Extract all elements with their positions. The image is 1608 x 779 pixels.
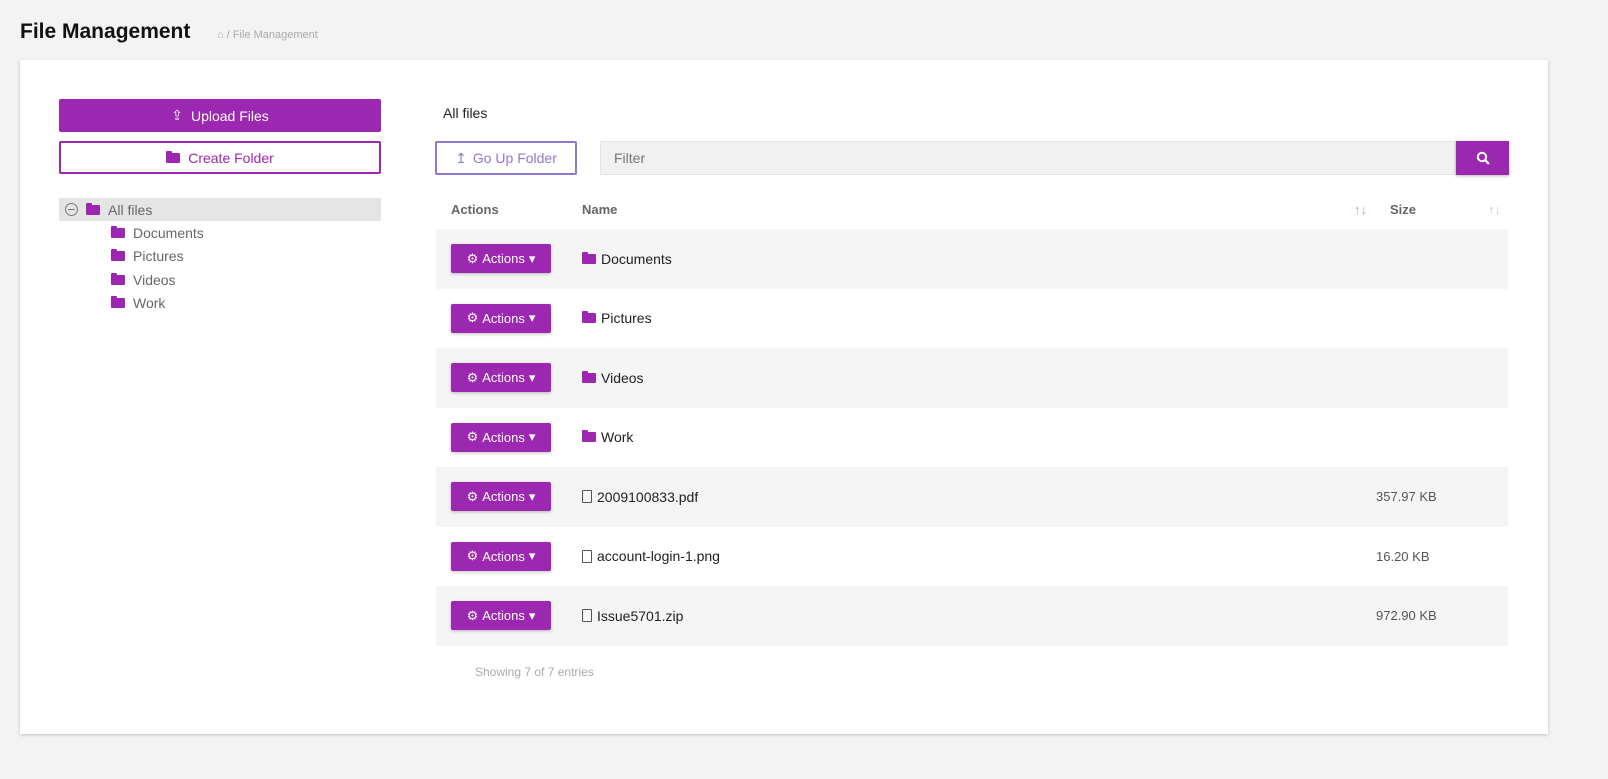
table-row: ⚙ Actions ▾ Pictures	[436, 289, 1508, 349]
upload-files-button[interactable]: ⇪ Upload Files	[59, 99, 381, 132]
file-size: 16.20 KB	[1376, 548, 1430, 564]
caret-down-icon: ▾	[528, 548, 536, 564]
upload-icon: ⇪	[171, 107, 183, 123]
caret-down-icon: ▾	[528, 369, 536, 385]
file-icon	[582, 549, 592, 563]
actions-dropdown-button[interactable]: ⚙ Actions ▾	[451, 244, 551, 274]
search-button[interactable]	[1456, 141, 1509, 175]
folder-icon	[111, 249, 125, 262]
file-table: ⚙ Actions ▾ Documents ⚙ Actions ▾ Pictures ⚙ Acti…	[436, 229, 1508, 646]
file-name[interactable]: Documents	[582, 251, 672, 267]
gear-icon: ⚙	[466, 369, 479, 385]
folder-icon	[111, 272, 125, 285]
file-manager-card: ⇪ Upload Files Create Folder All files Do…	[20, 60, 1548, 734]
search-icon	[1476, 151, 1490, 165]
table-header: Actions Name ↑↓ Size ↑↓	[436, 200, 1508, 228]
actions-dropdown-button[interactable]: ⚙ Actions ▾	[451, 601, 551, 631]
column-size[interactable]: Size	[1390, 202, 1417, 217]
file-icon	[582, 490, 592, 504]
folder-icon	[582, 251, 596, 264]
gear-icon: ⚙	[466, 250, 479, 266]
folder-tree: All files Documents Pictures Videos Work	[59, 198, 381, 315]
current-path: All files	[443, 105, 488, 121]
folder-plus-icon	[166, 150, 181, 163]
folder-icon	[582, 370, 596, 383]
breadcrumb: ⌂ / File Management	[217, 29, 318, 41]
caret-down-icon: ▾	[528, 310, 536, 326]
go-up-folder-button[interactable]: ↥ Go Up Folder	[435, 141, 577, 175]
home-icon[interactable]: ⌂	[217, 29, 224, 41]
sort-asc-icon[interactable]: ↑↓	[1354, 202, 1367, 217]
table-row: ⚙ Actions ▾ Issue5701.zip 972.90 KB	[436, 586, 1508, 646]
table-row: ⚙ Actions ▾ 2009100833.pdf 357.97 KB	[436, 467, 1508, 527]
filter-input[interactable]	[600, 141, 1456, 175]
actions-dropdown-button[interactable]: ⚙ Actions ▾	[451, 541, 551, 571]
file-name[interactable]: Pictures	[582, 310, 652, 326]
folder-icon	[111, 225, 125, 238]
column-name[interactable]: Name	[582, 202, 618, 217]
table-row: ⚙ Actions ▾ account-login-1.png 16.20 KB	[436, 527, 1508, 587]
arrow-up-icon: ↥	[455, 149, 467, 166]
folder-icon	[86, 202, 100, 215]
caret-down-icon: ▾	[528, 429, 536, 445]
file-name[interactable]: account-login-1.png	[582, 548, 720, 564]
file-icon	[582, 609, 592, 623]
actions-dropdown-button[interactable]: ⚙ Actions ▾	[451, 422, 551, 452]
gear-icon: ⚙	[466, 607, 479, 623]
gear-icon: ⚙	[466, 488, 479, 504]
tree-item-all-files[interactable]: All files	[59, 198, 381, 221]
file-name[interactable]: 2009100833.pdf	[582, 489, 698, 505]
column-actions: Actions	[451, 202, 499, 217]
table-row: ⚙ Actions ▾ Videos	[436, 348, 1508, 408]
collapse-icon[interactable]	[65, 203, 78, 216]
tree-item-pictures[interactable]: Pictures	[59, 245, 381, 269]
table-row: ⚙ Actions ▾ Documents	[436, 229, 1508, 289]
file-size: 357.97 KB	[1376, 489, 1437, 505]
actions-dropdown-button[interactable]: ⚙ Actions ▾	[451, 482, 551, 512]
gear-icon: ⚙	[466, 429, 479, 445]
create-folder-button[interactable]: Create Folder	[59, 141, 381, 174]
tree-item-videos[interactable]: Videos	[59, 268, 381, 292]
gear-icon: ⚙	[466, 310, 479, 326]
file-name[interactable]: Videos	[582, 370, 644, 386]
file-name[interactable]: Work	[582, 429, 633, 445]
caret-down-icon: ▾	[528, 488, 536, 504]
gear-icon: ⚙	[466, 548, 479, 564]
tree-item-work[interactable]: Work	[59, 292, 381, 316]
page-title: File Management	[20, 20, 191, 43]
file-name[interactable]: Issue5701.zip	[582, 608, 683, 624]
table-row: ⚙ Actions ▾ Work	[436, 408, 1508, 468]
file-size: 972.90 KB	[1376, 608, 1437, 624]
tree-item-documents[interactable]: Documents	[59, 221, 381, 245]
caret-down-icon: ▾	[528, 250, 536, 266]
entries-count: Showing 7 of 7 entries	[475, 665, 594, 679]
folder-icon	[582, 430, 596, 443]
folder-icon	[582, 311, 596, 324]
actions-dropdown-button[interactable]: ⚙ Actions ▾	[451, 363, 551, 393]
caret-down-icon: ▾	[528, 607, 536, 623]
sort-icon[interactable]: ↑↓	[1488, 202, 1501, 217]
actions-dropdown-button[interactable]: ⚙ Actions ▾	[451, 303, 551, 333]
folder-icon	[111, 296, 125, 309]
